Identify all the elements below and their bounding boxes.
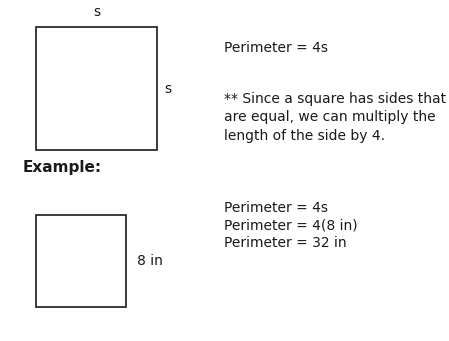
Text: s: s <box>164 81 171 96</box>
Text: ** Since a square has sides that
are equal, we can multiply the
length of the si: ** Since a square has sides that are equ… <box>224 92 447 143</box>
Text: Perimeter = 4s: Perimeter = 4s <box>224 41 329 55</box>
Text: Perimeter = 4s
Perimeter = 4(8 in)
Perimeter = 32 in: Perimeter = 4s Perimeter = 4(8 in) Perim… <box>224 201 358 250</box>
Text: s: s <box>93 5 100 19</box>
Text: 8 in: 8 in <box>137 254 163 268</box>
Text: Example:: Example: <box>22 160 101 175</box>
Bar <box>36 215 126 307</box>
Bar <box>36 27 157 150</box>
